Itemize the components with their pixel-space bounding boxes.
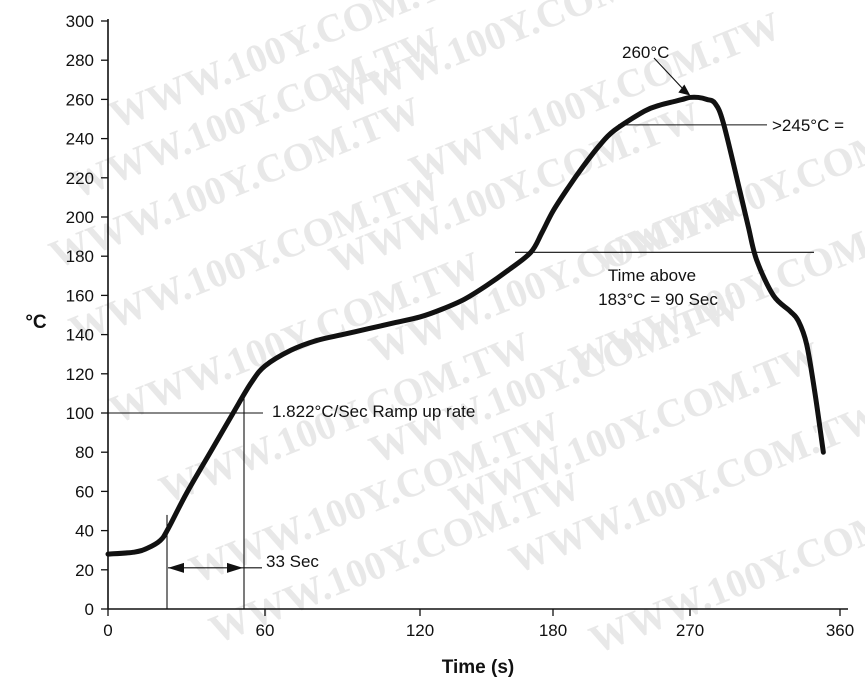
y-tick-label: 180	[66, 247, 94, 266]
y-tick-label: 160	[66, 286, 94, 305]
y-axis: 0 20 40 60 80 100 120 140 160 180 200 220 240 260 280 3…	[66, 12, 109, 619]
time-above-label-line2: 183°C = 90 Sec	[598, 290, 718, 309]
x-tick-label: 180	[539, 621, 567, 640]
above-245-label: >245°C =	[772, 116, 844, 135]
y-tick-label: 240	[66, 130, 94, 149]
x-axis-title: Time (s)	[442, 657, 515, 678]
y-tick-label: 40	[75, 522, 94, 541]
x-tick-label: 270	[676, 621, 704, 640]
y-axis-title: °C	[25, 312, 47, 333]
y-tick-label: 260	[66, 90, 94, 109]
x-axis: 0 60 120 180 270 360	[103, 608, 854, 640]
peak-label: 260°C	[622, 43, 669, 62]
time-above-label-line1: Time above	[608, 266, 696, 285]
y-tick-label: 280	[66, 51, 94, 70]
time-span-label: 33 Sec	[266, 552, 319, 571]
annotation-guides	[108, 57, 814, 609]
watermark-layer: WWW.100Y.COM.TWWWW.100Y.COM.TWWWW.100Y.C…	[43, 0, 865, 663]
y-tick-label: 300	[66, 12, 94, 31]
arrowhead-left	[168, 562, 184, 573]
y-tick-label: 100	[66, 404, 94, 423]
y-tick-label: 0	[85, 600, 94, 619]
x-tick-label: 120	[406, 621, 434, 640]
y-tick-label: 80	[75, 443, 94, 462]
y-tick-label: 220	[66, 169, 94, 188]
y-tick-label: 200	[66, 208, 94, 227]
peak-arrowhead	[678, 84, 691, 96]
arrowhead-right	[227, 562, 243, 573]
x-tick-label: 60	[256, 621, 275, 640]
ramp-rate-label: 1.822°C/Sec Ramp up rate	[272, 402, 475, 421]
temperature-curve	[105, 94, 826, 557]
y-tick-label: 60	[75, 482, 94, 501]
y-tick-label: 20	[75, 561, 94, 580]
x-tick-label: 360	[826, 621, 854, 640]
peak-pointer-line	[653, 57, 687, 93]
x-tick-label: 0	[103, 621, 112, 640]
y-tick-label: 120	[66, 365, 94, 384]
y-tick-label: 140	[66, 326, 94, 345]
